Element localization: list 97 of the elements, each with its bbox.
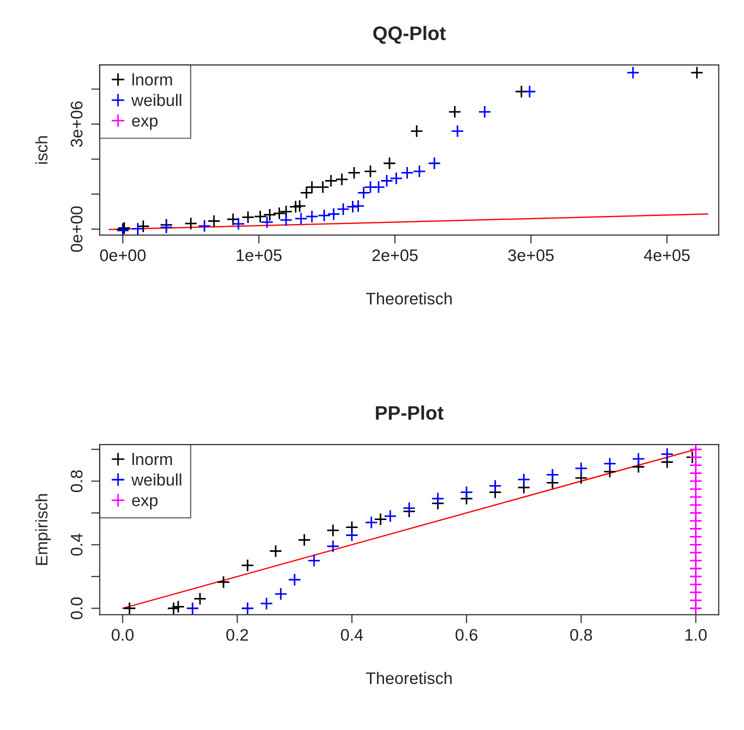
- point: [272, 206, 286, 220]
- point: [326, 524, 340, 537]
- point: [517, 472, 530, 486]
- point: [260, 596, 274, 610]
- y-tick-label: 0.0: [70, 597, 83, 620]
- point: [232, 217, 246, 230]
- point: [184, 216, 198, 230]
- y-tick-label: 0.4: [70, 534, 83, 556]
- point: [269, 544, 282, 558]
- point: [294, 212, 308, 226]
- x-axis-title: Theoretisch: [366, 292, 452, 305]
- point: [186, 602, 200, 615]
- point: [240, 558, 254, 572]
- x-tick-label: 1.0: [685, 628, 707, 641]
- point: [167, 602, 180, 615]
- x-tick-label: 0.0: [112, 628, 134, 641]
- x-tick-label: 2e+05: [372, 249, 418, 262]
- x-tick-label: 1e+05: [236, 249, 282, 262]
- x-tick-label: 0.6: [456, 628, 478, 641]
- point: [689, 444, 702, 456]
- y-axis-title: isch: [35, 136, 48, 164]
- point: [348, 166, 361, 180]
- point: [460, 486, 474, 499]
- point: [450, 124, 464, 138]
- point: [603, 457, 616, 470]
- point: [382, 156, 396, 170]
- x-tick-label: 0.2: [226, 628, 248, 641]
- point: [402, 502, 416, 515]
- point: [336, 202, 350, 216]
- legend-label: weibull: [131, 94, 182, 106]
- point: [478, 105, 492, 118]
- point: [448, 105, 462, 118]
- point: [574, 471, 588, 485]
- point: [289, 200, 302, 214]
- point: [346, 200, 360, 214]
- point: [390, 172, 403, 185]
- chart-title: PP-Plot: [376, 405, 444, 420]
- point: [298, 533, 311, 547]
- legend-label: weibull: [131, 473, 182, 486]
- point: [335, 172, 348, 186]
- point: [131, 222, 144, 236]
- point: [384, 510, 397, 523]
- point: [410, 124, 424, 138]
- x-tick-label: 3e+05: [508, 249, 554, 262]
- point: [431, 492, 444, 506]
- point: [288, 573, 302, 586]
- point: [307, 554, 321, 568]
- point: [207, 214, 221, 228]
- point: [216, 575, 230, 589]
- point: [412, 164, 426, 178]
- point: [305, 210, 319, 224]
- legend-label: exp: [132, 117, 158, 130]
- point: [240, 602, 254, 615]
- x-tick-label: 0.4: [340, 628, 363, 641]
- point: [280, 213, 293, 227]
- point: [660, 448, 674, 461]
- legend-label: lnorm: [132, 73, 172, 86]
- point: [254, 210, 267, 224]
- chart-title: QQ-Plot: [373, 26, 446, 44]
- legend-label: lnorm: [132, 452, 172, 466]
- point: [352, 199, 365, 213]
- point: [160, 220, 173, 234]
- point: [136, 220, 150, 233]
- point: [428, 156, 441, 170]
- point: [172, 600, 185, 614]
- point: [241, 210, 255, 224]
- x-tick-label: 0.8: [570, 628, 592, 641]
- point: [122, 602, 136, 615]
- point: [260, 216, 274, 229]
- point: [226, 212, 240, 226]
- y-axis-title: Empirisch: [35, 494, 51, 565]
- point: [523, 84, 536, 98]
- point: [546, 468, 560, 482]
- x-tick-label: 4e+05: [644, 249, 690, 262]
- point: [274, 587, 288, 601]
- point: [326, 540, 340, 553]
- point: [318, 208, 331, 222]
- point: [364, 164, 377, 178]
- point: [198, 219, 212, 233]
- point: [400, 166, 414, 180]
- point: [364, 516, 378, 530]
- point: [632, 452, 646, 466]
- point: [626, 66, 640, 80]
- point: [574, 462, 588, 475]
- point: [193, 592, 207, 606]
- y-tick-label: 3e+06: [70, 101, 83, 147]
- point: [374, 512, 388, 526]
- x-axis-title: Theoretisch: [366, 672, 452, 684]
- legend-label: exp: [132, 497, 158, 510]
- y-tick-label: 0.8: [70, 470, 83, 492]
- point: [327, 207, 340, 221]
- point: [345, 528, 358, 542]
- point: [293, 199, 306, 213]
- point: [690, 66, 704, 80]
- point: [263, 208, 276, 222]
- point: [488, 479, 502, 492]
- x-tick-label: 0e+00: [100, 249, 146, 262]
